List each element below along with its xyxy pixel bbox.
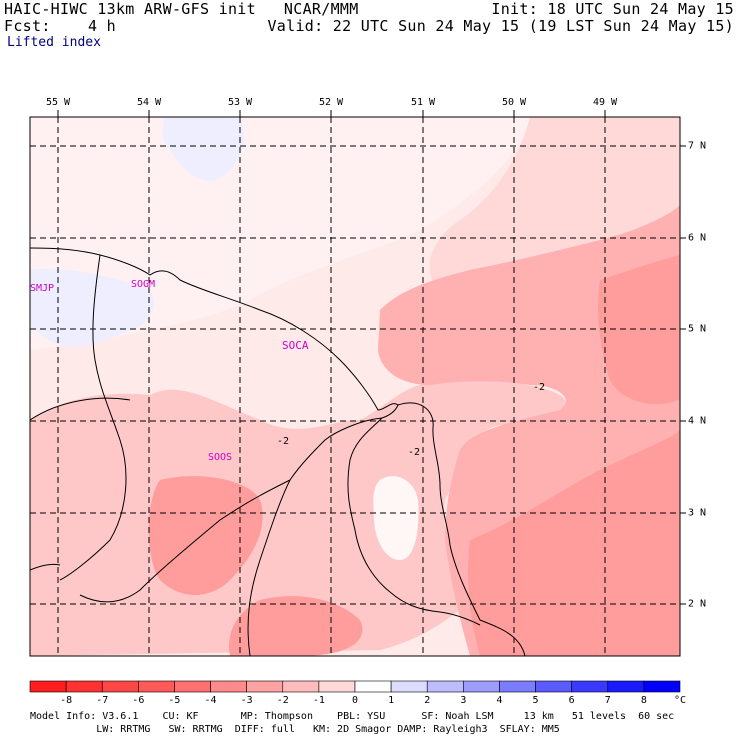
footer-model-info: Model Info: V3.6.1 CU: KF MP: Thompson P… [30, 711, 675, 722]
colorbar-swatch [101, 680, 139, 693]
colorbar-tick-label: -7 [96, 695, 109, 706]
colorbar-swatch [390, 680, 428, 693]
contour-label-central: -2 [408, 447, 421, 458]
colorbar-swatch [65, 680, 103, 693]
colorbar-tick-label: 0 [351, 695, 359, 706]
colorbar-tick-label: 3 [460, 695, 467, 706]
station-label-smjp: SMJP [30, 283, 55, 294]
colorbar-swatch [318, 680, 356, 693]
header-forecast-hour: Fcst: 4 h [4, 17, 116, 35]
lat-lon-grid [30, 117, 680, 656]
station-label-soca: SOCA [282, 339, 309, 352]
contour-label-east: -2 [533, 382, 546, 393]
longitude-label-49w: 49 W [592, 97, 618, 108]
fill-dark-southwest [148, 476, 263, 595]
latitude-label-4n: 4 N [688, 415, 707, 427]
footer-physics-info: LW: RRTMG SW: RRTMG DIFF: full KM: 2D Sm… [30, 724, 560, 735]
header-model-title: HAIC-HIWC 13km ARW-GFS init NCAR/MMM [4, 0, 359, 18]
longitude-label-52w: 52 W [318, 97, 344, 108]
coastlines [30, 247, 526, 656]
colorbar-swatch [174, 680, 211, 693]
colorbar-unit: °C [673, 695, 687, 706]
colorbar-tick-label: -1 [312, 695, 325, 706]
latitude-label-2n: 2 N [688, 598, 707, 610]
field-name: Lifted index [7, 35, 101, 50]
contour-label-west: -2 [277, 436, 290, 447]
colorbar-swatch [138, 680, 175, 693]
latitude-label-5n: 5 N [688, 323, 707, 335]
colorbar-swatch [499, 680, 536, 693]
colorbar-swatch [246, 680, 284, 693]
colorbar-tick-label: -8 [60, 695, 73, 706]
longitude-label-50w: 50 W [501, 97, 527, 108]
latitude-label-6n: 6 N [688, 232, 707, 244]
fill-dark-southeast [468, 430, 680, 656]
colorbar-tick-label: 7 [604, 695, 611, 706]
fill-medium-south [30, 377, 566, 656]
colorbar-swatch [282, 680, 320, 693]
longitude-label-53w: 53 W [227, 97, 253, 108]
fill-light-band [429, 117, 680, 295]
station-label-soos: SOOS [208, 452, 233, 463]
fill-positive-west [30, 268, 154, 347]
colorbar-swatch [210, 680, 247, 693]
colorbar-swatch [535, 680, 572, 693]
station-label-sogm: SOGM [131, 279, 156, 290]
colorbar-tick-label: -3 [240, 695, 253, 706]
fill-near-zero [30, 117, 530, 350]
fill-positive-north [162, 117, 244, 181]
colorbar-tick-label: -6 [132, 695, 145, 706]
colorbar-tick-label: -4 [204, 695, 217, 706]
colorbar-swatch [426, 680, 464, 693]
colorbar-swatch [463, 680, 500, 693]
colorbar-tick-label: 1 [388, 695, 395, 706]
colorbar-tick-label: 8 [640, 695, 647, 706]
colorbar-swatch [607, 680, 645, 693]
colorbar-swatch [643, 680, 681, 693]
fill-dark-east [598, 255, 680, 404]
colorbar-tick-label: -2 [276, 695, 289, 706]
header-valid-time: Valid: 22 UTC Sun 24 May 15 (19 LST Sun … [267, 17, 734, 35]
colorbar-swatch [354, 680, 392, 693]
fill-dark-south [229, 596, 363, 656]
colorbar-swatch [29, 680, 67, 693]
colorbar-tick-label: 5 [532, 695, 539, 706]
colorbar-tick-label: -5 [168, 695, 181, 706]
longitude-label-51w: 51 W [410, 97, 436, 108]
fill-positive-coast [373, 476, 419, 560]
colorbar-tick-label: 6 [568, 695, 575, 706]
colorbar-tick-label: 4 [496, 695, 503, 706]
map-frame [29, 110, 686, 657]
latitude-label-7n: 7 N [688, 140, 707, 152]
header-init-time: Init: 18 UTC Sun 24 May 15 [491, 0, 734, 18]
longitude-label-55w: 55 W [45, 97, 71, 108]
colorbar [29, 680, 681, 693]
latitude-label-3n: 3 N [688, 507, 707, 519]
colorbar-tick-label: 2 [424, 695, 431, 706]
colorbar-swatch [571, 680, 609, 693]
longitude-label-54w: 54 W [136, 97, 162, 108]
